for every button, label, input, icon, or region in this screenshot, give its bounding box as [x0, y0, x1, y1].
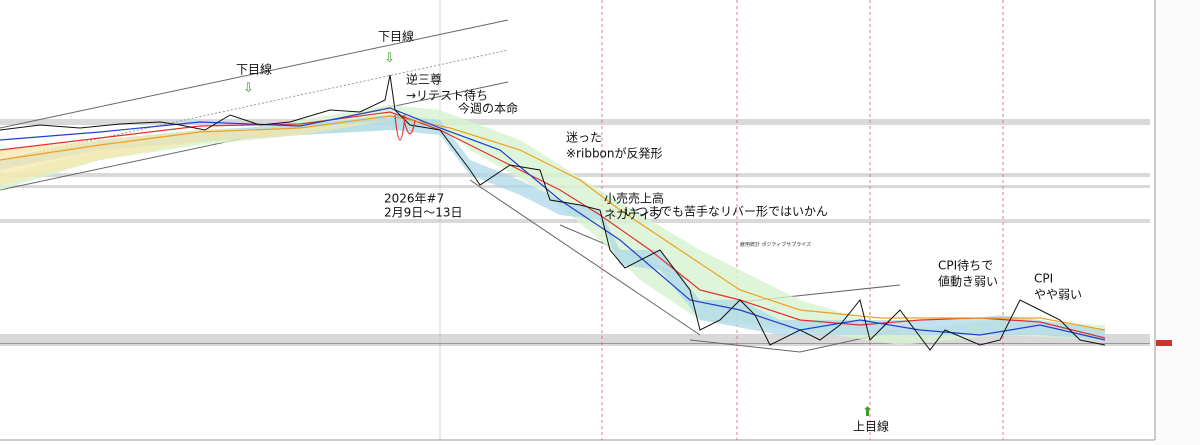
svg-text:⬆: ⬆: [862, 405, 873, 420]
ma-red: [0, 111, 1106, 339]
annotation: CPI: [1034, 272, 1053, 286]
annotation: 値動き弱い: [938, 274, 998, 289]
annotation: いつまでも苦手なリバー形ではいかん: [624, 205, 828, 219]
arrows: ⇩ ⇩ ⬆: [243, 51, 873, 420]
annotation: 迷った: [566, 131, 602, 145]
price-tag: [1156, 340, 1172, 346]
ma-orange: [0, 115, 1106, 331]
small-note: 雇用統計 ポジティブサプライズ: [740, 241, 811, 248]
annotations: 下目線下目線逆三尊→リテスト待ち今週の本命迷った※ribbonが反発形小売売上高…: [236, 29, 1082, 434]
annotation: ネガティブ: [604, 207, 663, 222]
pattern-marks: [394, 114, 416, 141]
price: [0, 74, 1106, 351]
svg-text:⇩: ⇩: [384, 51, 395, 66]
svg-text:⇩: ⇩: [243, 81, 254, 96]
annotation: ※ribbonが反発形: [566, 146, 663, 161]
annotation: 今週の本命: [458, 101, 518, 116]
annotation: 逆三尊: [406, 72, 442, 87]
annotation: CPI待ちで: [938, 259, 993, 273]
annotation: 小売売上高: [604, 191, 664, 206]
annotation: →リテスト待ち: [406, 89, 488, 103]
annotation: 下目線: [378, 29, 414, 44]
annotation: 下目線: [236, 62, 272, 77]
session-lines: [601, 0, 1004, 440]
annotation: 上目線: [853, 419, 889, 434]
annotation: 2月9日〜13日: [384, 206, 463, 220]
price-axis: [1155, 0, 1200, 445]
annotation: 2026年#7: [384, 192, 444, 206]
annotation: やや弱い: [1034, 288, 1082, 302]
